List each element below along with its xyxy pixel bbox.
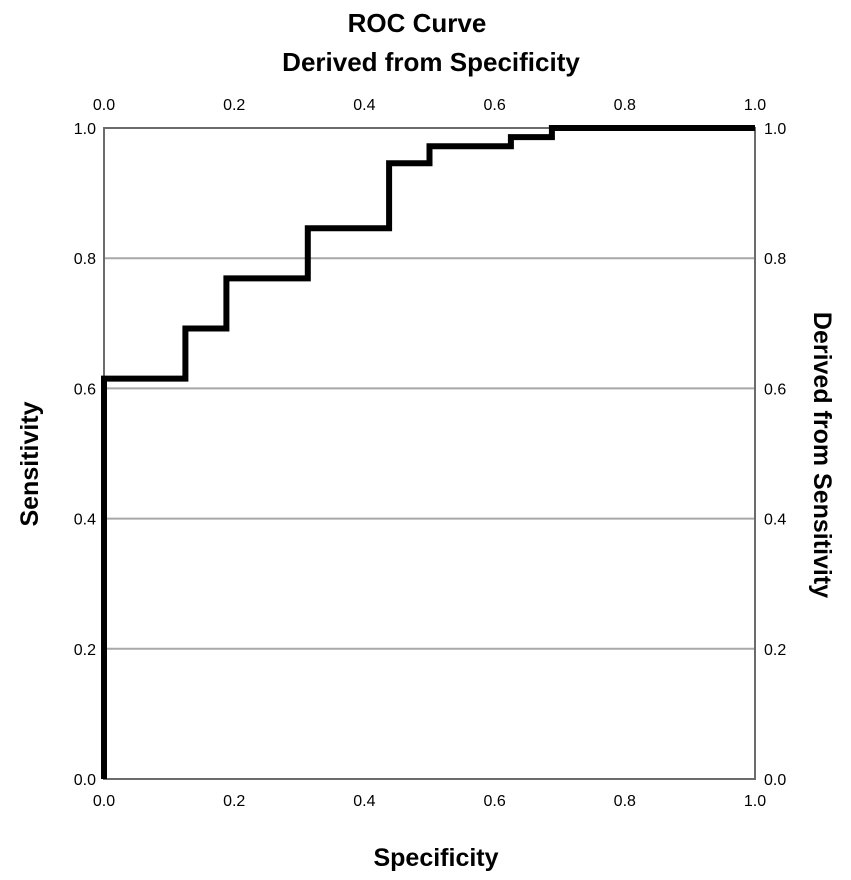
chart-subtitle: Derived from Specificity <box>282 47 580 77</box>
x-top-tick-label: 0.4 <box>353 97 375 114</box>
x-tick-label: 0.2 <box>223 793 245 810</box>
x-tick-label: 0.8 <box>614 793 636 810</box>
x-tick-label: 1.0 <box>744 793 766 810</box>
x-tick-label: 0.6 <box>483 793 505 810</box>
y-right-tick-label: 0.0 <box>764 772 786 789</box>
horizontal-gridlines <box>104 257 755 650</box>
x-top-tick-label: 0.2 <box>223 97 245 114</box>
x-tick-label: 0.4 <box>353 793 375 810</box>
chart-title: ROC Curve <box>348 8 487 38</box>
y-tick-label: 0.8 <box>74 251 96 268</box>
y-tick-label: 0.2 <box>74 642 96 659</box>
roc-curve <box>101 125 755 779</box>
y-right-tick-label: 1.0 <box>764 121 786 138</box>
x-top-tick-label: 0.6 <box>483 97 505 114</box>
plot-frame <box>103 127 756 780</box>
x-top-tick-label: 0.0 <box>93 97 115 114</box>
x-axis-title: Specificity <box>373 844 498 872</box>
x-top-tick-label: 1.0 <box>744 97 766 114</box>
x-top-tick-label: 0.8 <box>614 97 636 114</box>
y-right-tick-label: 0.8 <box>764 251 786 268</box>
y-axis-title: Sensitivity <box>16 401 44 526</box>
tick-labels: 0.0 0.2 0.4 0.6 0.8 1.0 0.0 0.2 0.4 0.6 0.8 1.0 0.0 0… <box>74 97 787 810</box>
y-tick-label: 0.4 <box>74 512 96 529</box>
x-tick-label: 0.0 <box>93 793 115 810</box>
y-tick-label: 0.0 <box>74 772 96 789</box>
y-right-tick-label: 0.4 <box>764 512 786 529</box>
y-tick-label: 0.6 <box>74 381 96 398</box>
y2-axis-title: Derived from Sensitivity <box>808 312 836 598</box>
y-right-tick-label: 0.2 <box>764 642 786 659</box>
y-right-tick-label: 0.6 <box>764 381 786 398</box>
y-tick-label: 1.0 <box>74 121 96 138</box>
